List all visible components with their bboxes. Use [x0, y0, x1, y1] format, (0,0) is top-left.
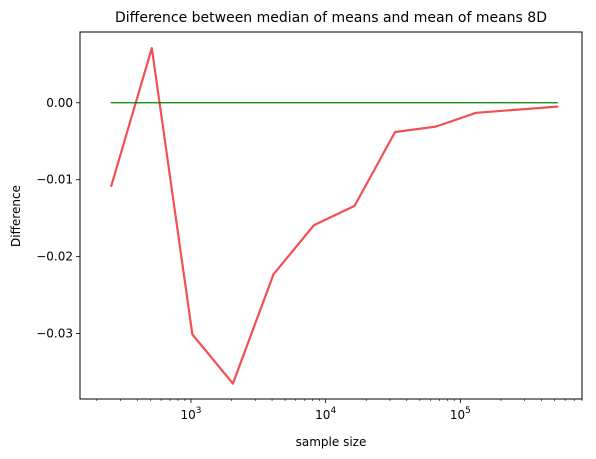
- chart-title: Difference between median of means and m…: [115, 10, 547, 26]
- y-tick-label: −0.02: [36, 250, 73, 264]
- x-axis: 103 104 105: [96, 399, 583, 422]
- x-axis-label: sample size: [296, 435, 367, 449]
- x-tick-label: 104: [315, 406, 336, 422]
- y-axis-label: Difference: [9, 185, 23, 247]
- y-tick-label: −0.01: [36, 173, 73, 187]
- y-tick-label: −0.03: [36, 327, 73, 341]
- plot-area: [79, 31, 583, 400]
- x-tick-label: 103: [180, 406, 201, 422]
- plot-frame: [79, 31, 583, 400]
- y-tick-label: 0.00: [46, 96, 73, 110]
- series-layer: [110, 47, 559, 385]
- difference-series-line: [110, 47, 559, 385]
- y-axis: 0.00 −0.01 −0.02 −0.03: [36, 96, 80, 341]
- x-tick-label: 105: [450, 406, 471, 422]
